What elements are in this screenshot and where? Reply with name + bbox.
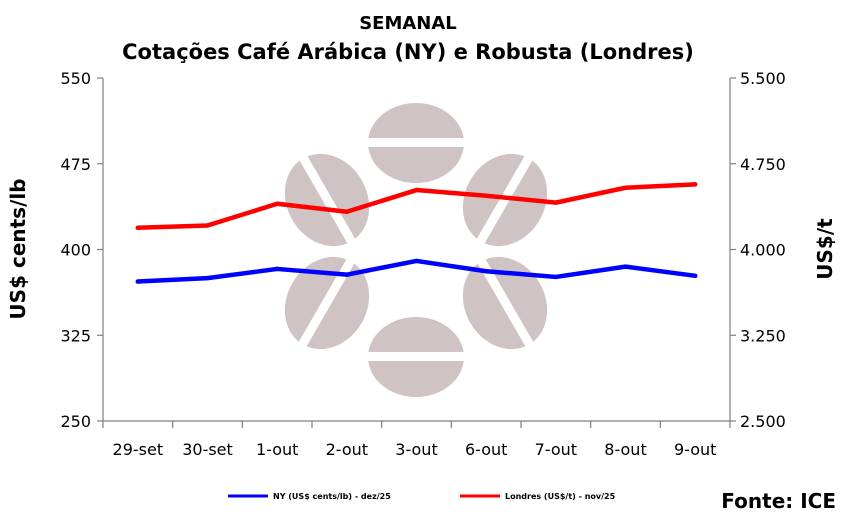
x-tick-label: 3-out xyxy=(395,440,437,459)
left-axis-ticks: 250 325 400 475 550 xyxy=(60,69,103,431)
right-axis-ticks: 2.500 3.250 4.000 4.750 5.500 xyxy=(730,69,786,431)
data-point-0 xyxy=(274,266,280,272)
data-point-0 xyxy=(205,275,210,281)
chart-title: SEMANAL xyxy=(359,13,457,34)
series-line-0 xyxy=(135,258,698,284)
x-tick-label: 9-out xyxy=(674,440,716,459)
series-lines xyxy=(135,182,698,284)
right-tick-label: 2.500 xyxy=(740,412,786,431)
x-tick-label: 8-out xyxy=(604,440,646,459)
right-tick-label: 4.000 xyxy=(740,241,786,260)
x-tick-label: 1-out xyxy=(256,440,298,459)
left-tick-label: 325 xyxy=(60,326,91,345)
left-tick-label: 550 xyxy=(60,69,91,88)
data-point-1 xyxy=(344,209,350,214)
source-label: Fonte: ICE xyxy=(721,489,836,513)
data-point-0 xyxy=(692,273,698,278)
data-point-0 xyxy=(135,279,141,284)
legend-label-ny: NY (US$ cents/lb) - dez/25 xyxy=(273,492,391,501)
x-tick-label: 7-out xyxy=(535,440,577,459)
left-tick-label: 475 xyxy=(60,155,91,174)
data-point-0 xyxy=(483,269,489,274)
coffee-bean-icon xyxy=(462,253,548,354)
coffee-bean-icon xyxy=(362,317,472,397)
data-point-1 xyxy=(623,185,628,190)
chart-subtitle: Cotações Café Arábica (NY) e Robusta (Lo… xyxy=(122,40,694,64)
right-tick-label: 3.250 xyxy=(740,326,786,345)
data-point-0 xyxy=(414,258,419,264)
data-point-0 xyxy=(553,274,559,280)
legend-label-londres: Londres (US$/t) - nov/25 xyxy=(505,492,616,501)
left-tick-label: 400 xyxy=(60,241,91,260)
x-tick-label: 6-out xyxy=(465,440,507,459)
x-axis-ticks: 29-set 30-set 1-out 2-out 3-out 6-out 7-out 8-o… xyxy=(102,421,731,459)
right-axis-title: US$/t xyxy=(813,218,837,280)
coffee-bean-icon xyxy=(284,252,370,352)
data-point-1 xyxy=(483,193,489,198)
right-tick-label: 5.500 xyxy=(740,69,786,88)
x-tick-label: 30-set xyxy=(182,440,233,459)
x-tick-label: 29-set xyxy=(113,440,164,459)
data-point-1 xyxy=(135,225,141,230)
data-point-1 xyxy=(692,182,698,187)
data-point-1 xyxy=(414,187,419,193)
data-point-0 xyxy=(344,272,350,277)
coffee-bean-icon xyxy=(284,150,370,251)
legend: NY (US$ cents/lb) - dez/25 Londres (US$/… xyxy=(228,492,616,501)
data-point-1 xyxy=(553,200,559,205)
data-point-0 xyxy=(623,264,628,269)
x-tick-label: 2-out xyxy=(326,440,368,459)
coffee-beans-watermark xyxy=(284,103,548,397)
data-point-1 xyxy=(274,201,280,206)
coffee-bean-icon xyxy=(362,103,472,183)
left-axis-title: US$ cents/lb xyxy=(6,178,30,319)
right-tick-label: 4.750 xyxy=(740,155,786,174)
left-tick-label: 250 xyxy=(60,412,91,431)
data-point-1 xyxy=(205,223,210,228)
